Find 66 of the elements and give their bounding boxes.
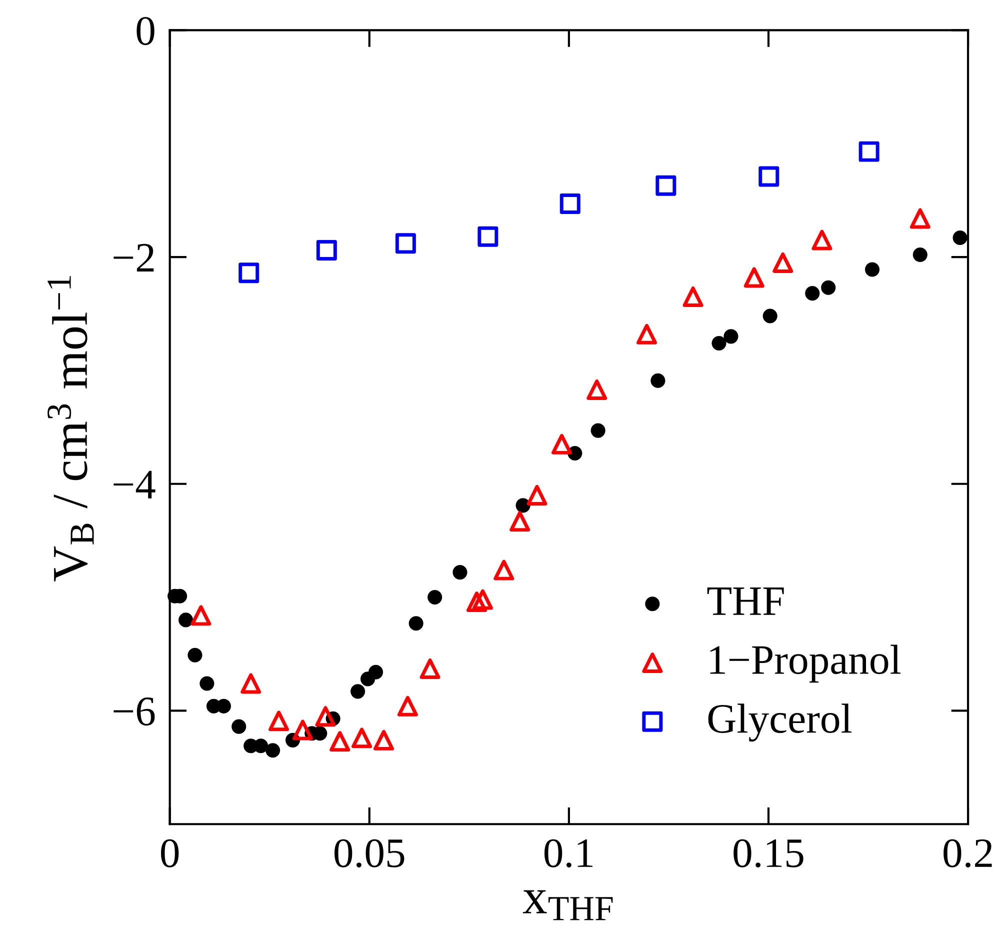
point (864, 262, 880, 277)
point (452, 565, 468, 580)
y-tick-label: −4 (114, 470, 156, 498)
y-tick-label: −6 (114, 698, 155, 726)
legend-label: 1−Propanol (710, 644, 901, 683)
point (232, 719, 246, 734)
point (952, 230, 968, 246)
point (858, 141, 880, 162)
point (821, 280, 836, 295)
point (420, 658, 440, 679)
point (712, 336, 726, 351)
point (188, 648, 202, 662)
point (397, 696, 418, 716)
point (178, 612, 194, 628)
point (724, 329, 738, 344)
point (428, 590, 442, 605)
point (472, 589, 493, 610)
point (912, 247, 928, 262)
point (352, 728, 372, 748)
point (238, 262, 260, 284)
point (812, 230, 832, 250)
point (408, 616, 424, 631)
point (656, 175, 676, 196)
point (552, 434, 572, 454)
point (682, 286, 704, 307)
point (254, 738, 268, 754)
point (395, 233, 416, 254)
point (330, 731, 350, 752)
point (636, 324, 657, 344)
point (466, 592, 487, 612)
point (758, 166, 780, 187)
x-tick-label: 0.1 (544, 839, 592, 868)
point (268, 710, 290, 732)
point (590, 423, 606, 438)
point (772, 252, 794, 273)
y-tick-label: 0 (136, 16, 154, 46)
x-tick-label: 0.2 (944, 839, 992, 868)
point (316, 240, 337, 260)
point (805, 286, 820, 301)
point (586, 379, 608, 400)
point (240, 673, 262, 694)
point (266, 743, 280, 758)
point (292, 720, 313, 740)
y-tick-label: −2 (114, 244, 154, 272)
point (350, 684, 366, 699)
point (478, 226, 498, 247)
point (526, 484, 548, 506)
point (494, 560, 514, 580)
legend-label: THF (707, 588, 784, 615)
point (762, 308, 778, 324)
y-axis-title: V$_{B}$ / cm$^{3}$ mol$^{−1}$ (48, 276, 94, 582)
x-tick-label: 0.15 (734, 839, 804, 868)
point (374, 730, 394, 750)
x-tick-label: 0 (161, 839, 179, 868)
legend-label: Glycerol (708, 704, 852, 742)
point (744, 267, 764, 288)
point (368, 664, 384, 680)
x-tick-label: 0.05 (334, 839, 404, 868)
point (650, 373, 666, 388)
point (315, 706, 336, 727)
point (910, 208, 930, 229)
point (190, 605, 212, 626)
point (510, 511, 530, 532)
x-axis-title: x$_{THF}$ (522, 890, 613, 920)
point (560, 193, 580, 214)
point (200, 676, 214, 691)
